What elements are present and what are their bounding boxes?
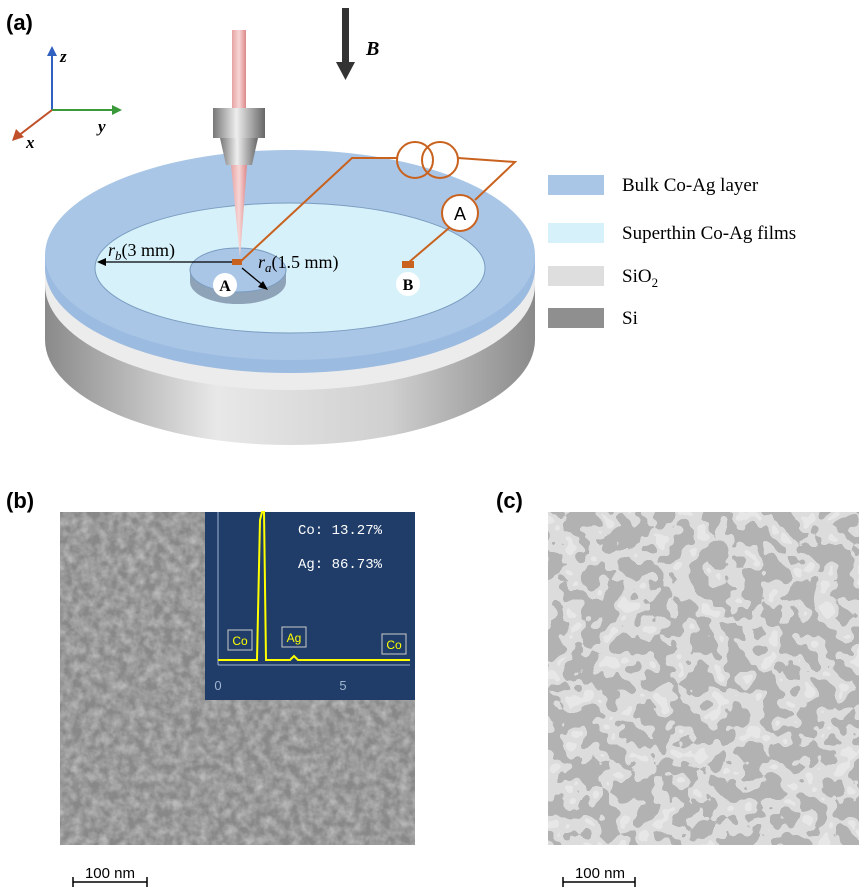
eds-result: Co: 13.27%	[298, 523, 383, 539]
tick-label: 5	[339, 678, 346, 693]
legend-label: Bulk Co-Ag layer	[622, 175, 759, 196]
point-label: B	[403, 277, 414, 294]
scale-bar-label: 100 nm	[575, 865, 625, 882]
eds-inset	[205, 512, 415, 700]
figure: (a) z y x B A A B rb(3 mm) ra(1.5 mm) Bu…	[0, 0, 859, 895]
legend-text: Si	[622, 308, 638, 329]
panel-label: (a)	[6, 10, 33, 35]
legend-text: Superthin Co-Ag films	[622, 223, 796, 244]
legend-label: Si	[622, 308, 638, 329]
scale-bar-label: 100 nm	[85, 865, 135, 882]
peak-label: Co	[232, 634, 248, 648]
axis-label: y	[96, 117, 106, 136]
peak-label: Co	[386, 638, 402, 652]
legend-label: SiO2	[622, 266, 658, 290]
panel-label: (c)	[496, 488, 523, 513]
legend-subscript: 2	[652, 275, 659, 290]
panel-label: (b)	[6, 488, 34, 513]
ammeter-label: A	[454, 204, 466, 224]
legend: Bulk Co-Ag layer Superthin Co-Ag films SiO…	[548, 175, 796, 329]
eds-result: Ag: 86.73%	[298, 557, 383, 573]
field-arrow	[336, 8, 355, 80]
peak-label: Ag	[287, 631, 302, 645]
axis-label: x	[25, 133, 35, 152]
tick-label: 0	[214, 678, 221, 693]
axis-label: z	[59, 47, 67, 66]
legend-text: SiO	[622, 266, 652, 287]
legend-text: Bulk Co-Ag layer	[622, 175, 759, 196]
legend-swatch	[548, 223, 604, 243]
legend-swatch	[548, 266, 604, 286]
field-label: B	[365, 38, 379, 60]
point-label: A	[219, 278, 231, 295]
legend-swatch	[548, 175, 604, 195]
sem-image	[548, 512, 859, 845]
legend-label: Superthin Co-Ag films	[622, 223, 796, 244]
legend-swatch	[548, 308, 604, 328]
